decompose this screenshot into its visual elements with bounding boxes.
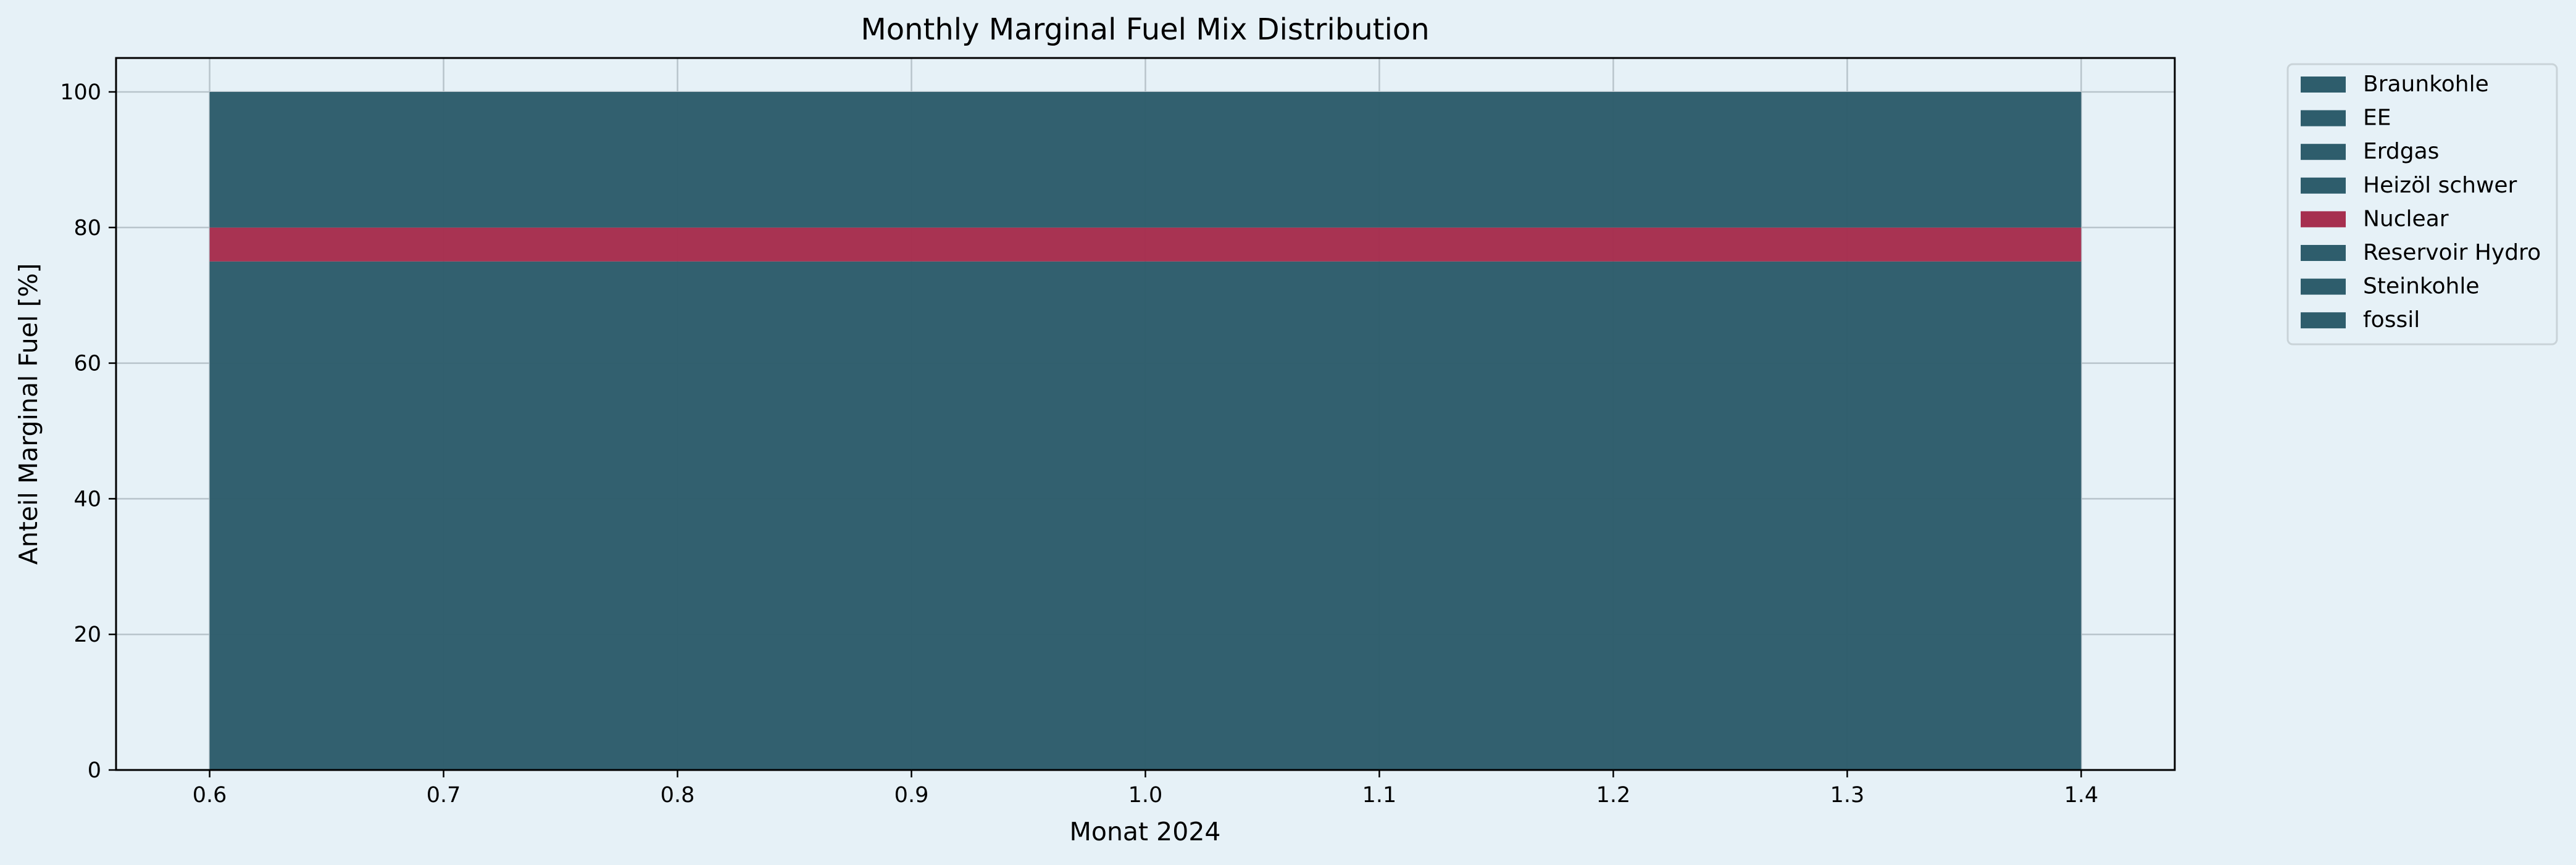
legend: Braunkohle EE Erdgas Heizöl schwer Nuclear Re… bbox=[2286, 63, 2558, 346]
x-tick-label: 1.0 bbox=[1128, 783, 1163, 808]
x-axis-label: Monat 2024 bbox=[1069, 817, 1220, 846]
y-tick-label: 100 bbox=[60, 80, 101, 105]
legend-label-erdgas: Erdgas bbox=[2363, 139, 2439, 164]
y-tick-label: 80 bbox=[73, 216, 101, 241]
legend-items: Braunkohle EE Erdgas Heizöl schwer Nuclear Re… bbox=[2301, 72, 2541, 333]
legend-box bbox=[2286, 63, 2558, 346]
x-tick-label: 0.8 bbox=[661, 783, 695, 808]
y-tick-label: 60 bbox=[73, 352, 101, 376]
legend-swatch-ee bbox=[2301, 110, 2346, 126]
legend-label-braunkohle: Braunkohle bbox=[2363, 72, 2489, 97]
stacked-areas bbox=[209, 91, 2082, 770]
x-tick-label: 0.7 bbox=[427, 783, 461, 808]
y-axis-label: Anteil Marginal Fuel [%] bbox=[14, 263, 43, 565]
legend-swatch-heiz-l-schwer bbox=[2301, 177, 2346, 194]
legend-label-ee: EE bbox=[2363, 106, 2391, 131]
x-tick-label: 1.3 bbox=[1830, 783, 1865, 808]
legend-swatch-braunkohle bbox=[2301, 77, 2346, 93]
x-tick-label: 0.6 bbox=[193, 783, 227, 808]
legend-swatch-nuclear bbox=[2301, 211, 2346, 228]
x-tick-label: 0.9 bbox=[894, 783, 929, 808]
axis-ticks: 0.6 0.7 0.8 0.9 1.0 1.1 1.2 1.3 1.4 0 20 40 60 80 100 bbox=[60, 80, 2098, 808]
legend-label-steinkohle: Steinkohle bbox=[2363, 274, 2480, 299]
x-tick-label: 1.1 bbox=[1362, 783, 1397, 808]
chart-title: Monthly Marginal Fuel Mix Distribution bbox=[861, 12, 1429, 47]
legend-swatch-steinkohle bbox=[2301, 278, 2346, 295]
legend-swatch-fossil bbox=[2301, 312, 2346, 329]
legend-label-reservoir-hydro: Reservoir Hydro bbox=[2363, 240, 2541, 265]
legend-swatch-erdgas bbox=[2301, 144, 2346, 160]
legend-label-fossil: fossil bbox=[2363, 307, 2420, 333]
legend-label-heiz-l-schwer: Heizöl schwer bbox=[2363, 173, 2517, 198]
y-tick-label: 40 bbox=[73, 487, 101, 511]
x-tick-label: 1.2 bbox=[1596, 783, 1631, 808]
x-tick-label: 1.4 bbox=[2064, 783, 2099, 808]
area-erdgas bbox=[209, 261, 2082, 770]
y-tick-label: 0 bbox=[88, 758, 101, 783]
area-steinkohle bbox=[209, 91, 2082, 228]
legend-label-nuclear: Nuclear bbox=[2363, 206, 2449, 231]
legend-swatch-reservoir-hydro bbox=[2301, 245, 2346, 261]
y-tick-label: 20 bbox=[73, 623, 101, 647]
area-nuclear bbox=[209, 227, 2082, 262]
